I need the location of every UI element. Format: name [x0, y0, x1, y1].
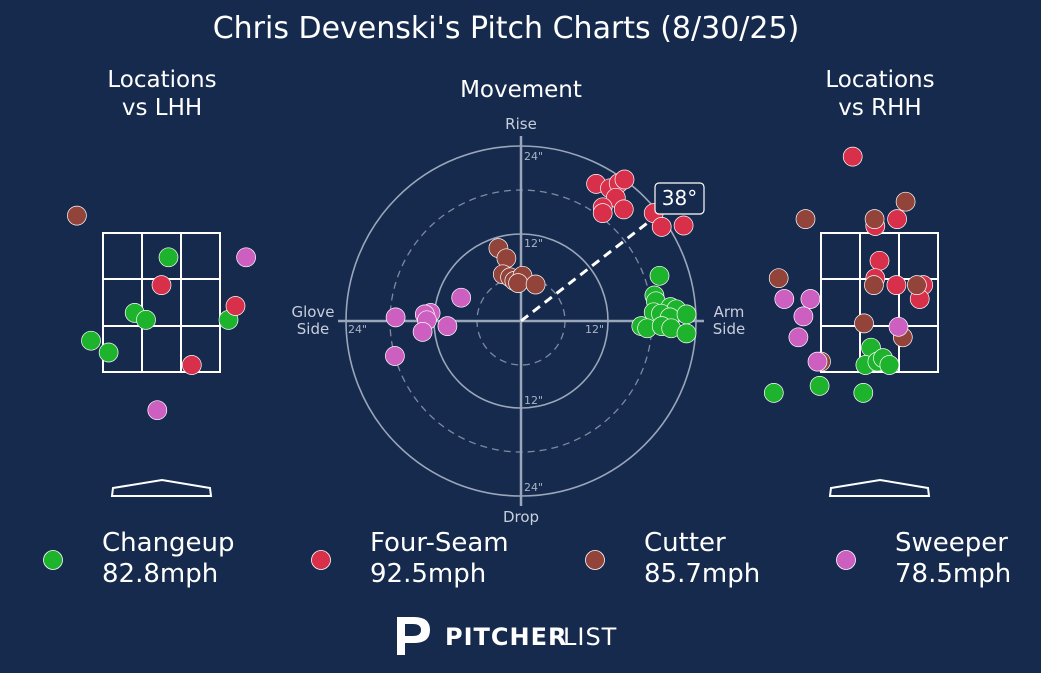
- movement-point-cutter: [525, 274, 546, 295]
- legend-speed-four-seam: 92.5mph: [370, 559, 486, 589]
- arm-angle-callout: 38°: [654, 182, 705, 215]
- legend: Changeup 82.8mph Four-Seam 92.5mph Cutte…: [43, 528, 1011, 589]
- rhh-point-changeup: [763, 383, 784, 403]
- lhh-point-changeup: [98, 342, 119, 363]
- rhh-point-sweeper: [774, 289, 795, 309]
- legend-name-sweeper: Sweeper: [895, 528, 1008, 558]
- rhh-point-changeup: [809, 376, 830, 396]
- lhh-zone-outline: [102, 232, 221, 373]
- lhh-panel-title-line2: vs LHH: [122, 95, 202, 121]
- movement-points: [385, 169, 697, 366]
- legend-marker-cutter: [585, 550, 605, 570]
- rhh-point-cutter: [795, 209, 816, 229]
- ring-label-bottom-24: 24": [524, 481, 543, 494]
- ring-label-top-12: 12": [524, 237, 543, 250]
- legend-name-cutter: Cutter: [644, 528, 726, 558]
- rhh-point-cutter: [854, 313, 874, 334]
- rhh-location-points: [763, 146, 934, 403]
- lhh-point-cutter: [67, 205, 87, 226]
- movement-axis-label-glove-side: Side: [297, 320, 329, 338]
- brand-text-light: LIST: [563, 623, 617, 651]
- rhh-point-changeup: [853, 383, 874, 403]
- movement-panel-title: Movement: [460, 77, 582, 103]
- lhh-strike-zone: [102, 232, 221, 373]
- movement-point-sweeper: [451, 287, 472, 308]
- movement-axis-label-rise: Rise: [505, 115, 537, 133]
- rhh-panel-title-line1: Locations: [825, 67, 934, 93]
- movement-point-four-seam: [613, 199, 634, 220]
- rhh-panel-title-line2: vs RHH: [838, 95, 921, 121]
- movement-point-sweeper: [385, 307, 406, 328]
- lhh-point-changeup: [81, 330, 101, 351]
- rhh-point-cutter: [768, 268, 789, 289]
- movement-axis-label-arm: Arm: [714, 303, 745, 321]
- legend-marker-changeup: [43, 550, 63, 570]
- pitcherlist-logo-icon: [397, 617, 430, 655]
- lhh-panel-title-line1: Locations: [107, 67, 216, 93]
- movement-point-four-seam: [651, 217, 672, 237]
- movement-point-four-seam: [592, 203, 613, 223]
- movement-point-cutter: [508, 273, 528, 293]
- arm-angle-box: [654, 182, 705, 215]
- rhh-point-four-seam: [842, 146, 863, 167]
- movement-point-sweeper: [385, 346, 405, 366]
- movement-point-four-seam: [673, 215, 694, 236]
- chart-title: Chris Devenski's Pitch Charts (8/30/25): [213, 11, 800, 46]
- rhh-home-plate: [828, 478, 931, 497]
- rhh-point-changeup: [879, 355, 900, 375]
- movement-point-four-seam: [614, 169, 635, 190]
- legend-name-changeup: Changeup: [102, 528, 235, 558]
- lhh-point-four-seam: [181, 355, 202, 375]
- ring-label-top-24: 24": [524, 150, 543, 163]
- rhh-point-cutter: [907, 275, 927, 295]
- ring-label-right-12: 12": [585, 323, 604, 336]
- legend-speed-cutter: 85.7mph: [644, 559, 760, 589]
- rhh-point-sweeper: [793, 306, 814, 327]
- arm-angle-line: [520, 215, 656, 323]
- movement-point-changeup: [676, 304, 697, 325]
- lhh-point-changeup: [158, 247, 179, 268]
- legend-name-four-seam: Four-Seam: [370, 528, 509, 558]
- legend-speed-sweeper: 78.5mph: [895, 559, 1011, 589]
- rhh-point-four-seam: [869, 250, 890, 271]
- rhh-point-four-seam: [887, 209, 907, 229]
- ring-label-bottom-12: 12": [524, 394, 543, 407]
- brand-text-bold: PITCHER: [445, 623, 567, 651]
- legend-marker-four-seam: [311, 550, 331, 570]
- pitcherlist-logo: PITCHER LIST: [397, 617, 617, 655]
- ring-label-left-24: 24": [348, 323, 367, 336]
- lhh-home-plate: [110, 478, 213, 497]
- legend-speed-changeup: 82.8mph: [102, 559, 218, 589]
- lhh-location-points: [67, 205, 256, 421]
- rhh-point-sweeper: [888, 316, 909, 337]
- arm-angle-label: 38°: [662, 186, 697, 210]
- movement-point-changeup: [649, 265, 670, 286]
- rhh-point-four-seam: [886, 275, 907, 295]
- lhh-point-sweeper: [147, 400, 168, 421]
- movement-point-sweeper: [412, 322, 433, 342]
- movement-axis-label-arm-side: Side: [713, 320, 745, 338]
- rhh-point-cutter: [895, 191, 916, 212]
- movement-point-sweeper: [437, 316, 458, 336]
- lhh-point-sweeper: [236, 247, 256, 268]
- lhh-point-four-seam: [151, 275, 172, 295]
- rhh-point-cutter: [864, 209, 885, 229]
- lhh-point-four-seam: [225, 296, 246, 316]
- movement-point-changeup: [676, 323, 697, 344]
- rhh-point-sweeper: [788, 327, 809, 348]
- movement-axis-label-glove: Glove: [291, 303, 334, 321]
- lhh-point-changeup: [136, 310, 156, 330]
- rhh-point-cutter: [864, 275, 884, 295]
- rhh-point-sweeper: [807, 351, 828, 372]
- rhh-point-sweeper: [800, 289, 821, 309]
- legend-marker-sweeper: [836, 550, 856, 570]
- movement-axis-label-drop: Drop: [503, 508, 539, 526]
